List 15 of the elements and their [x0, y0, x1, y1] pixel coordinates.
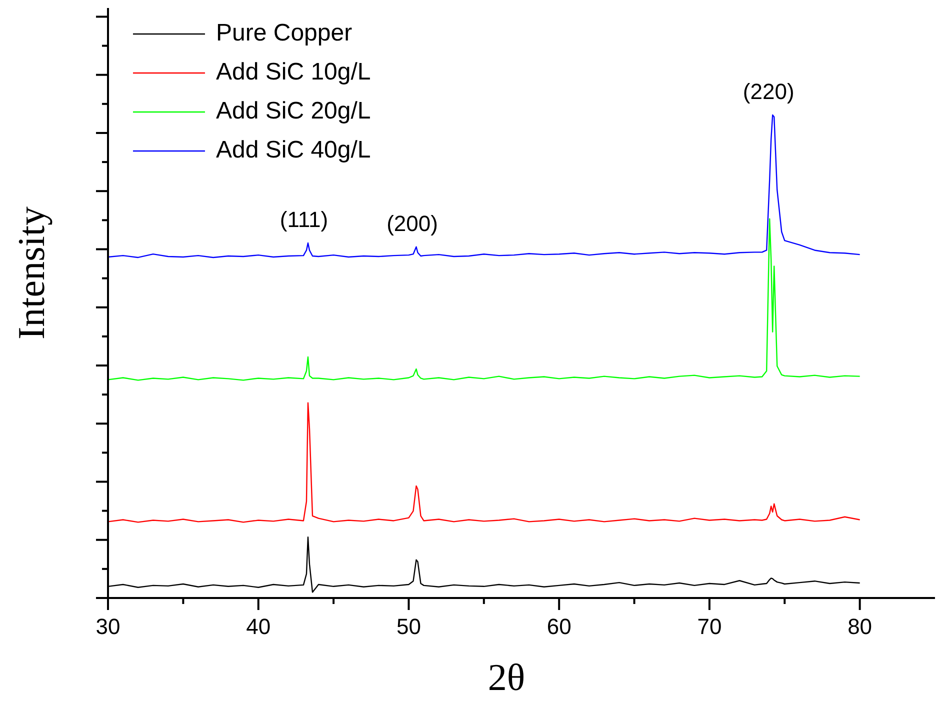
- x-tick-label: 30: [96, 614, 120, 639]
- x-tick-label: 60: [546, 614, 572, 639]
- x-axis-title: 2θ: [488, 657, 526, 699]
- annotation: (111): [280, 206, 328, 232]
- x-tick-label: 50: [396, 614, 421, 639]
- annotation: (200): [386, 210, 438, 236]
- legend-label: Add SiC 40g/L: [216, 136, 371, 164]
- legend-label: Pure Copper: [216, 19, 352, 46]
- legend-label: Add SiC 10g/L: [216, 58, 371, 86]
- x-tick-label: 40: [246, 614, 271, 639]
- annotation: (220): [742, 78, 794, 104]
- legend-label: Add SiC 20g/L: [216, 97, 371, 124]
- x-tick-label: 80: [848, 614, 872, 639]
- x-tick-label: 70: [697, 614, 722, 639]
- y-axis-title: Intensity: [11, 206, 53, 340]
